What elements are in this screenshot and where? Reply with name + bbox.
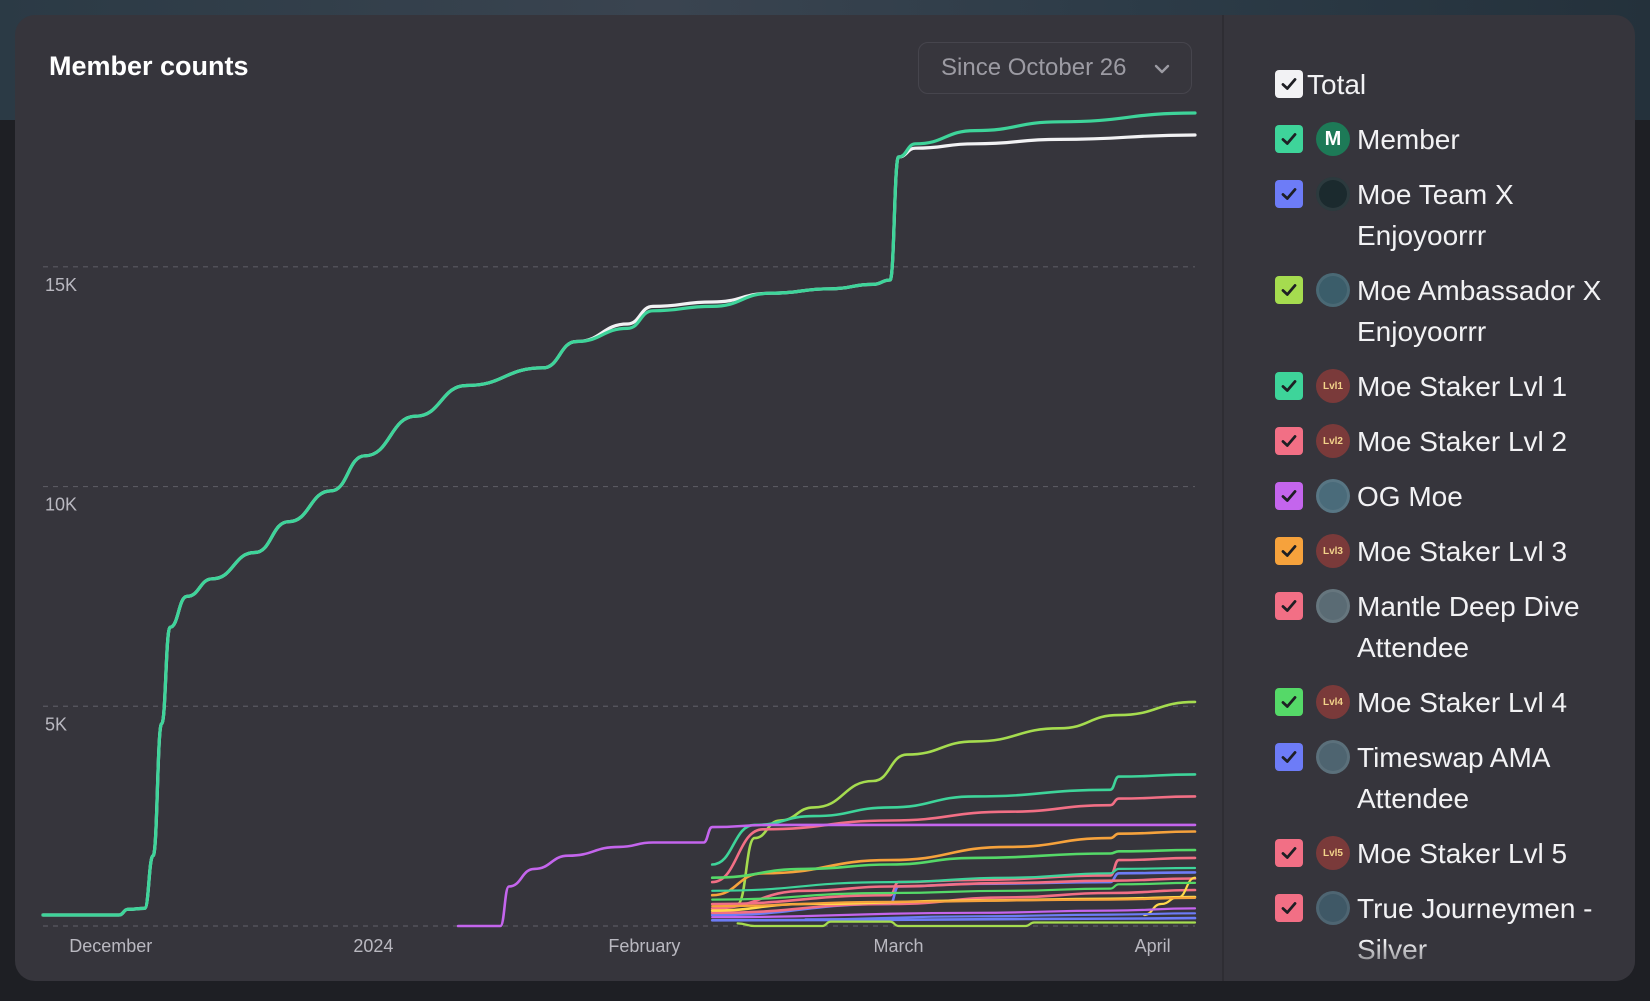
check-icon xyxy=(1281,545,1297,557)
legend-checkbox[interactable] xyxy=(1275,537,1303,565)
check-icon xyxy=(1281,78,1297,90)
legend-label: Moe Staker Lvl 5 xyxy=(1357,838,1568,869)
check-icon xyxy=(1281,188,1297,200)
role-avatar-icon: Lvl5 xyxy=(1316,836,1350,870)
x-tick-label: 2024 xyxy=(353,936,393,956)
role-avatar-icon xyxy=(1316,273,1350,307)
legend-label: Member xyxy=(1357,124,1460,155)
role-avatar-icon xyxy=(1316,589,1350,623)
member-counts-panel: Member counts Since October 26 5K 10K 15K D… xyxy=(15,15,1635,981)
legend-label: Moe Staker Lvl 3 xyxy=(1357,536,1568,567)
date-range-label: Since October 26 xyxy=(941,54,1127,81)
date-range-select[interactable]: Since October 26 xyxy=(918,42,1192,94)
series-line-moe-staker-lvl-4 xyxy=(710,848,1197,879)
legend-checkbox[interactable] xyxy=(1275,688,1303,716)
series-line-unlabeled-15 xyxy=(736,920,1197,928)
check-icon xyxy=(1281,133,1297,145)
series-line-total xyxy=(41,133,1197,917)
x-tick-label: December xyxy=(69,936,152,956)
check-icon xyxy=(1281,600,1297,612)
series-line-moe-staker-lvl-5 xyxy=(710,888,1197,915)
legend-label: Moe Ambassador X Enjoyoorrr xyxy=(1357,275,1602,347)
legend-label: Total xyxy=(1307,69,1367,100)
series-line-og-moe xyxy=(456,823,1197,928)
legend-label: Moe Staker Lvl 4 xyxy=(1357,687,1568,718)
role-avatar-icon xyxy=(1316,891,1350,925)
legend-checkbox[interactable] xyxy=(1275,482,1303,510)
legend-label: Moe Staker Lvl 1 xyxy=(1357,371,1568,402)
x-tick-label: February xyxy=(608,936,680,956)
y-tick-label: 15K xyxy=(45,275,77,295)
legend-checkbox[interactable] xyxy=(1275,125,1303,153)
legend-checkbox[interactable] xyxy=(1275,70,1303,98)
series-line-unlabeled-16 xyxy=(711,881,1197,901)
check-icon xyxy=(1281,847,1297,859)
role-avatar-icon xyxy=(1316,177,1350,211)
role-avatar-icon xyxy=(1316,740,1350,774)
check-icon xyxy=(1281,696,1297,708)
series-line-unlabeled-20 xyxy=(711,866,1197,892)
series-line-moe-staker-lvl-2 xyxy=(710,795,1197,884)
series-line-member xyxy=(41,111,1197,917)
legend-label: Moe Team X Enjoyoorrr xyxy=(1357,179,1514,251)
check-icon xyxy=(1281,902,1297,914)
legend-checkbox[interactable] xyxy=(1275,180,1303,208)
chevron-down-icon xyxy=(1154,64,1170,74)
role-avatar-icon: Lvl1 xyxy=(1316,369,1350,403)
legend-checkbox[interactable] xyxy=(1275,743,1303,771)
x-tick-label: April xyxy=(1135,936,1171,956)
legend-checkbox[interactable] xyxy=(1275,894,1303,922)
series-line-true-journeymen-silver xyxy=(710,877,1197,910)
member-counts-chart: 5K 10K 15K December 2024 February March April xyxy=(41,111,1197,956)
check-icon xyxy=(1281,380,1297,392)
legend-checkbox[interactable] xyxy=(1275,427,1303,455)
legend-checkbox[interactable] xyxy=(1275,276,1303,304)
series-line-unlabeled-17 xyxy=(711,907,1197,919)
role-avatar-icon xyxy=(1316,479,1350,513)
role-avatar-icon: Lvl2 xyxy=(1316,424,1350,458)
legend-scroll-fade xyxy=(1225,941,1635,981)
role-avatar-icon: Lvl4 xyxy=(1316,685,1350,719)
legend-checkbox[interactable] xyxy=(1275,372,1303,400)
y-tick-label: 5K xyxy=(45,714,67,734)
check-icon xyxy=(1281,435,1297,447)
series-line-moe-team-x-enjoyoorrr xyxy=(710,916,1197,922)
panel-divider xyxy=(1222,15,1224,981)
check-icon xyxy=(1281,490,1297,502)
legend-label: OG Moe xyxy=(1357,481,1463,512)
check-icon xyxy=(1281,284,1297,296)
role-avatar-icon: Lvl3 xyxy=(1316,534,1350,568)
legend-label: Timeswap AMA Attendee xyxy=(1357,742,1549,814)
series-legend: Total M Member Moe Team X Enjoyoorrr Moe Amb… xyxy=(1225,15,1635,981)
x-tick-label: March xyxy=(874,936,924,956)
check-icon xyxy=(1281,751,1297,763)
legend-checkbox[interactable] xyxy=(1275,592,1303,620)
legend-label: Moe Staker Lvl 2 xyxy=(1357,426,1568,457)
series-line-mantle-deep-dive-attendee xyxy=(710,856,1197,906)
legend-label: Mantle Deep Dive Attendee xyxy=(1357,591,1580,663)
series-line-unlabeled-18 xyxy=(804,912,1197,921)
y-tick-label: 10K xyxy=(45,495,77,515)
chart-title: Member counts xyxy=(49,51,249,81)
role-avatar-icon: M xyxy=(1316,122,1350,156)
legend-checkbox[interactable] xyxy=(1275,839,1303,867)
series-line-unlabeled-19 xyxy=(711,896,1197,908)
